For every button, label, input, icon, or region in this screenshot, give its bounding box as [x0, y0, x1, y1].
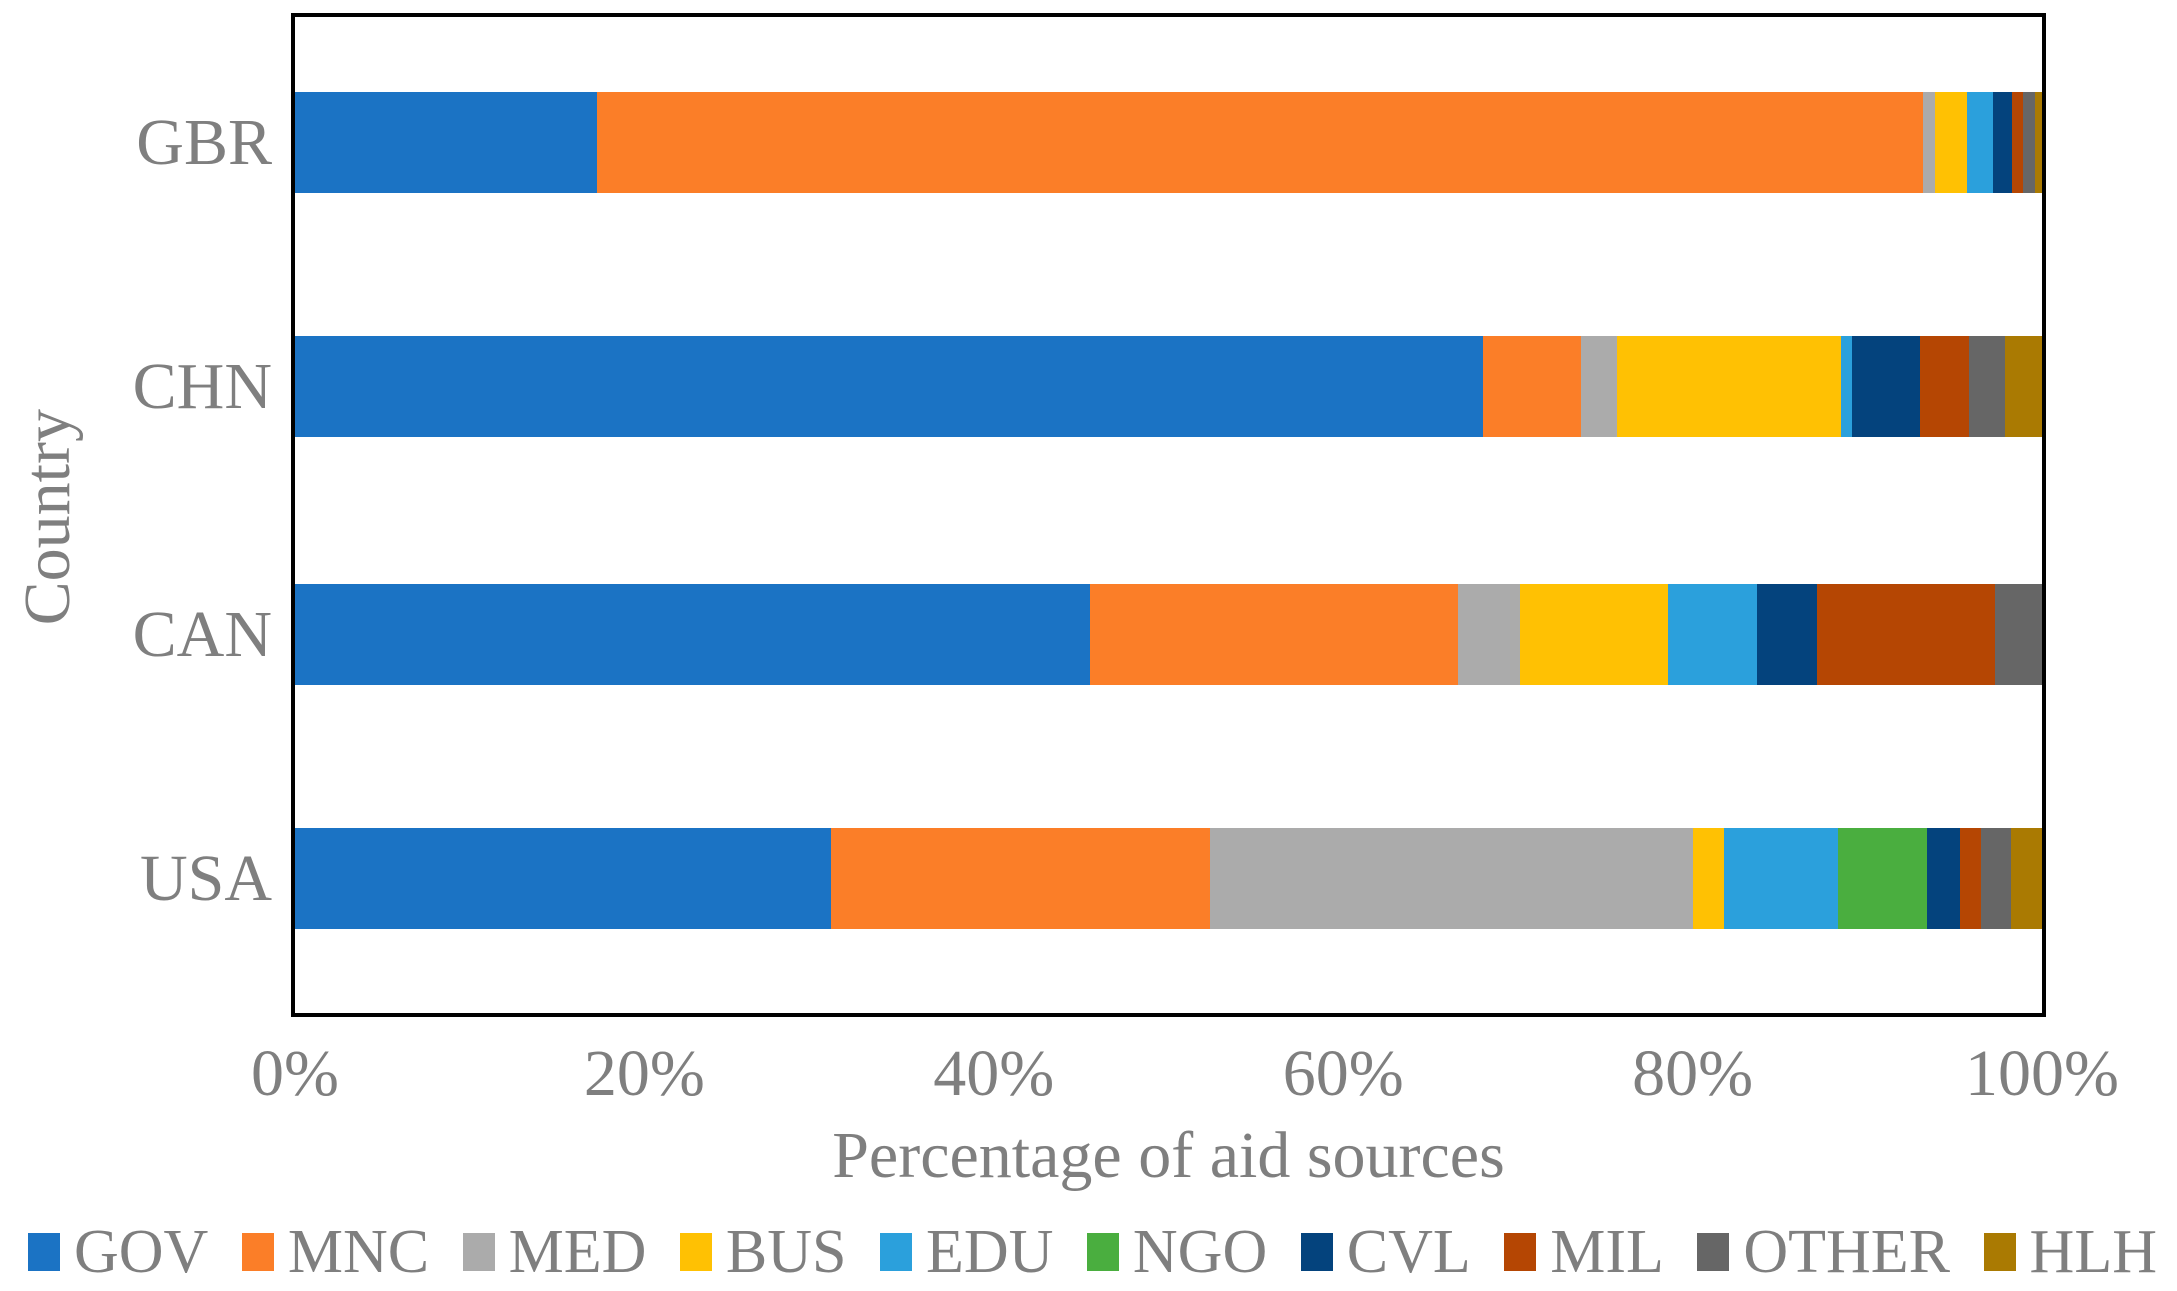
- category-label-can: CAN: [132, 597, 272, 671]
- legend-item-other[interactable]: OTHER: [1697, 1221, 1950, 1283]
- legend-swatch-edu: [879, 1233, 912, 1271]
- legend-swatch-med: [462, 1233, 495, 1271]
- segment-chn-mnc[interactable]: [1482, 336, 1581, 437]
- segment-can-bus[interactable]: [1519, 584, 1669, 685]
- legend-item-cvl[interactable]: CVL: [1300, 1218, 1471, 1286]
- segment-usa-edu[interactable]: [1724, 828, 1838, 929]
- segment-chn-edu[interactable]: [1841, 336, 1852, 437]
- legend-item-gov[interactable]: GOV: [28, 1221, 208, 1283]
- legend-label-cvl: CVL: [1346, 1218, 1471, 1286]
- segment-usa-cvl[interactable]: [1926, 828, 1960, 929]
- legend-swatch-ngo: [1086, 1233, 1119, 1271]
- legend-item-hlh[interactable]: HLH: [1983, 1218, 2157, 1286]
- segment-can-cvl[interactable]: [1757, 584, 1817, 685]
- segment-gbr-gov[interactable]: [295, 92, 598, 193]
- legend-label-mil: MIL: [1550, 1218, 1664, 1286]
- segment-usa-gov[interactable]: [295, 828, 832, 929]
- segment-usa-bus[interactable]: [1692, 828, 1725, 929]
- legend-swatch-mil: [1504, 1233, 1537, 1271]
- legend-item-med[interactable]: MED: [462, 1218, 647, 1286]
- legend-label-bus: BUS: [725, 1218, 847, 1286]
- segment-can-other[interactable]: [1994, 584, 2042, 685]
- segment-can-med[interactable]: [1458, 584, 1520, 685]
- segment-can-edu[interactable]: [1668, 584, 1758, 685]
- segment-chn-med[interactable]: [1580, 336, 1618, 437]
- segment-gbr-hlh[interactable]: [2034, 92, 2042, 193]
- x-tick-0: 0%: [251, 1037, 339, 1110]
- segment-chn-cvl[interactable]: [1851, 336, 1920, 437]
- segment-usa-mnc[interactable]: [831, 828, 1211, 929]
- category-label-chn: CHN: [132, 349, 272, 423]
- category-label-gbr: GBR: [136, 105, 272, 179]
- legend-label-mnc: MNC: [287, 1218, 430, 1286]
- legend-swatch-mnc: [241, 1233, 274, 1271]
- legend-swatch-hlh: [1983, 1233, 2016, 1271]
- segment-usa-mil[interactable]: [1959, 828, 1981, 929]
- bar-can: [295, 584, 2042, 685]
- legend-item-mnc[interactable]: MNC: [241, 1218, 430, 1286]
- bar-gbr: [295, 92, 2042, 193]
- segment-can-gov[interactable]: [295, 584, 1090, 685]
- segment-gbr-bus[interactable]: [1935, 92, 1967, 193]
- segment-chn-bus[interactable]: [1617, 336, 1842, 437]
- legend-label-hlh: HLH: [2029, 1218, 2157, 1286]
- legend-swatch-cvl: [1300, 1233, 1333, 1271]
- legend-label-other: OTHER: [1743, 1218, 1951, 1286]
- segment-gbr-mil[interactable]: [2012, 92, 2023, 193]
- segment-chn-other[interactable]: [1968, 336, 2006, 437]
- bar-chn: [295, 336, 2042, 437]
- legend-label-gov: GOV: [74, 1218, 209, 1286]
- segment-usa-other[interactable]: [1980, 828, 2011, 929]
- y-axis-title: Country: [11, 408, 84, 626]
- legend-swatch-other: [1697, 1233, 1730, 1271]
- legend-swatch-gov: [28, 1233, 60, 1271]
- legend-label-edu: EDU: [925, 1218, 1054, 1286]
- category-label-usa: USA: [139, 841, 272, 915]
- legend-item-mil[interactable]: MIL: [1504, 1221, 1664, 1283]
- x-tick-40: 40%: [933, 1037, 1055, 1110]
- segment-usa-hlh[interactable]: [2010, 828, 2042, 929]
- bar-usa: [295, 828, 2042, 929]
- segment-usa-ngo[interactable]: [1837, 828, 1927, 929]
- legend-label-med: MED: [508, 1218, 647, 1286]
- segment-can-mil[interactable]: [1816, 584, 1995, 685]
- x-axis-title: Percentage of aid sources: [832, 1119, 1505, 1192]
- segment-gbr-cvl[interactable]: [1993, 92, 2013, 193]
- legend-item-bus[interactable]: BUS: [679, 1218, 847, 1286]
- segment-chn-hlh[interactable]: [2005, 336, 2042, 437]
- legend-swatch-bus: [679, 1233, 712, 1271]
- segment-can-mnc[interactable]: [1089, 584, 1459, 685]
- segment-gbr-other[interactable]: [2022, 92, 2035, 193]
- legend-item-edu[interactable]: EDU: [879, 1218, 1054, 1286]
- segment-gbr-edu[interactable]: [1966, 92, 1994, 193]
- x-tick-20: 20%: [583, 1037, 705, 1110]
- x-tick-60: 60%: [1282, 1037, 1404, 1110]
- legend-label-ngo: NGO: [1132, 1218, 1268, 1286]
- chart-legend: GOV MNC MED BUS EDU NGO CVL MIL OTHER HLH: [28, 1216, 2157, 1288]
- x-tick-80: 80%: [1632, 1037, 1754, 1110]
- x-tick-100: 100%: [1965, 1037, 2119, 1110]
- legend-item-ngo[interactable]: NGO: [1086, 1218, 1268, 1286]
- segment-gbr-med[interactable]: [1923, 92, 1936, 193]
- segment-gbr-mnc[interactable]: [597, 92, 1924, 193]
- segment-chn-mil[interactable]: [1919, 336, 1969, 437]
- segment-usa-med[interactable]: [1210, 828, 1693, 929]
- plot-area: [291, 13, 2046, 1017]
- segment-chn-gov[interactable]: [295, 336, 1483, 437]
